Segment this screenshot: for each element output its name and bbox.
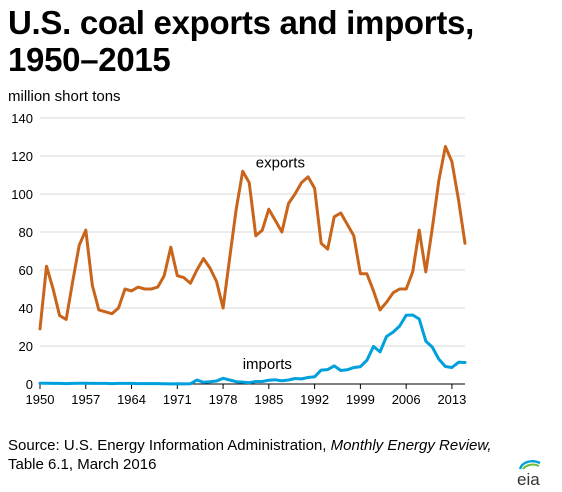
annotation-imports: imports <box>243 356 292 373</box>
source-note: Source: U.S. Energy Information Administ… <box>8 436 492 474</box>
y-tick-label: 140 <box>11 111 33 126</box>
source-suffix: Table 6.1, March 2016 <box>8 456 157 473</box>
logo-text: eia <box>517 470 540 488</box>
y-tick-label: 0 <box>26 377 33 392</box>
source-prefix: Source: U.S. Energy Information Administ… <box>8 437 331 454</box>
x-tick-label: 1999 <box>346 392 375 407</box>
y-tick-label: 100 <box>11 187 33 202</box>
eia-logo-icon: eia <box>517 460 541 488</box>
series-lines <box>38 145 467 386</box>
x-tick-label: 1957 <box>71 392 100 407</box>
y-tick-label: 120 <box>11 149 33 164</box>
gridlines <box>40 117 465 347</box>
x-tick-label: 1985 <box>254 392 283 407</box>
x-tick-label: 2013 <box>437 392 466 407</box>
y-tick-label: 60 <box>19 263 33 278</box>
annotation-exports: exports <box>256 154 305 171</box>
y-tick-label: 80 <box>19 225 33 240</box>
series-line-imports <box>38 313 467 386</box>
x-tick-label: 1971 <box>163 392 192 407</box>
x-tick-label: 1964 <box>117 392 146 407</box>
y-tick-label: 20 <box>19 339 33 354</box>
x-tick-label: 1950 <box>26 392 55 407</box>
y-axis-tick-labels: 0 20 40 60 80 100 120 140 <box>11 111 33 392</box>
series-annotations: exports imports <box>243 154 305 372</box>
source-publication: Monthly Energy Review, <box>330 437 492 454</box>
y-axis-unit-label: million short tons <box>8 88 121 105</box>
series-line-exports <box>38 145 467 331</box>
x-tick-label: 1978 <box>209 392 238 407</box>
y-tick-label: 40 <box>19 301 33 316</box>
x-tick-label: 2006 <box>392 392 421 407</box>
chart-title: U.S. coal exports and imports, 1950–2015 <box>8 4 474 78</box>
x-axis: 1950 1957 1964 1971 1978 1985 1992 1999 2006 2013 <box>26 383 466 407</box>
x-tick-label: 1992 <box>300 392 329 407</box>
